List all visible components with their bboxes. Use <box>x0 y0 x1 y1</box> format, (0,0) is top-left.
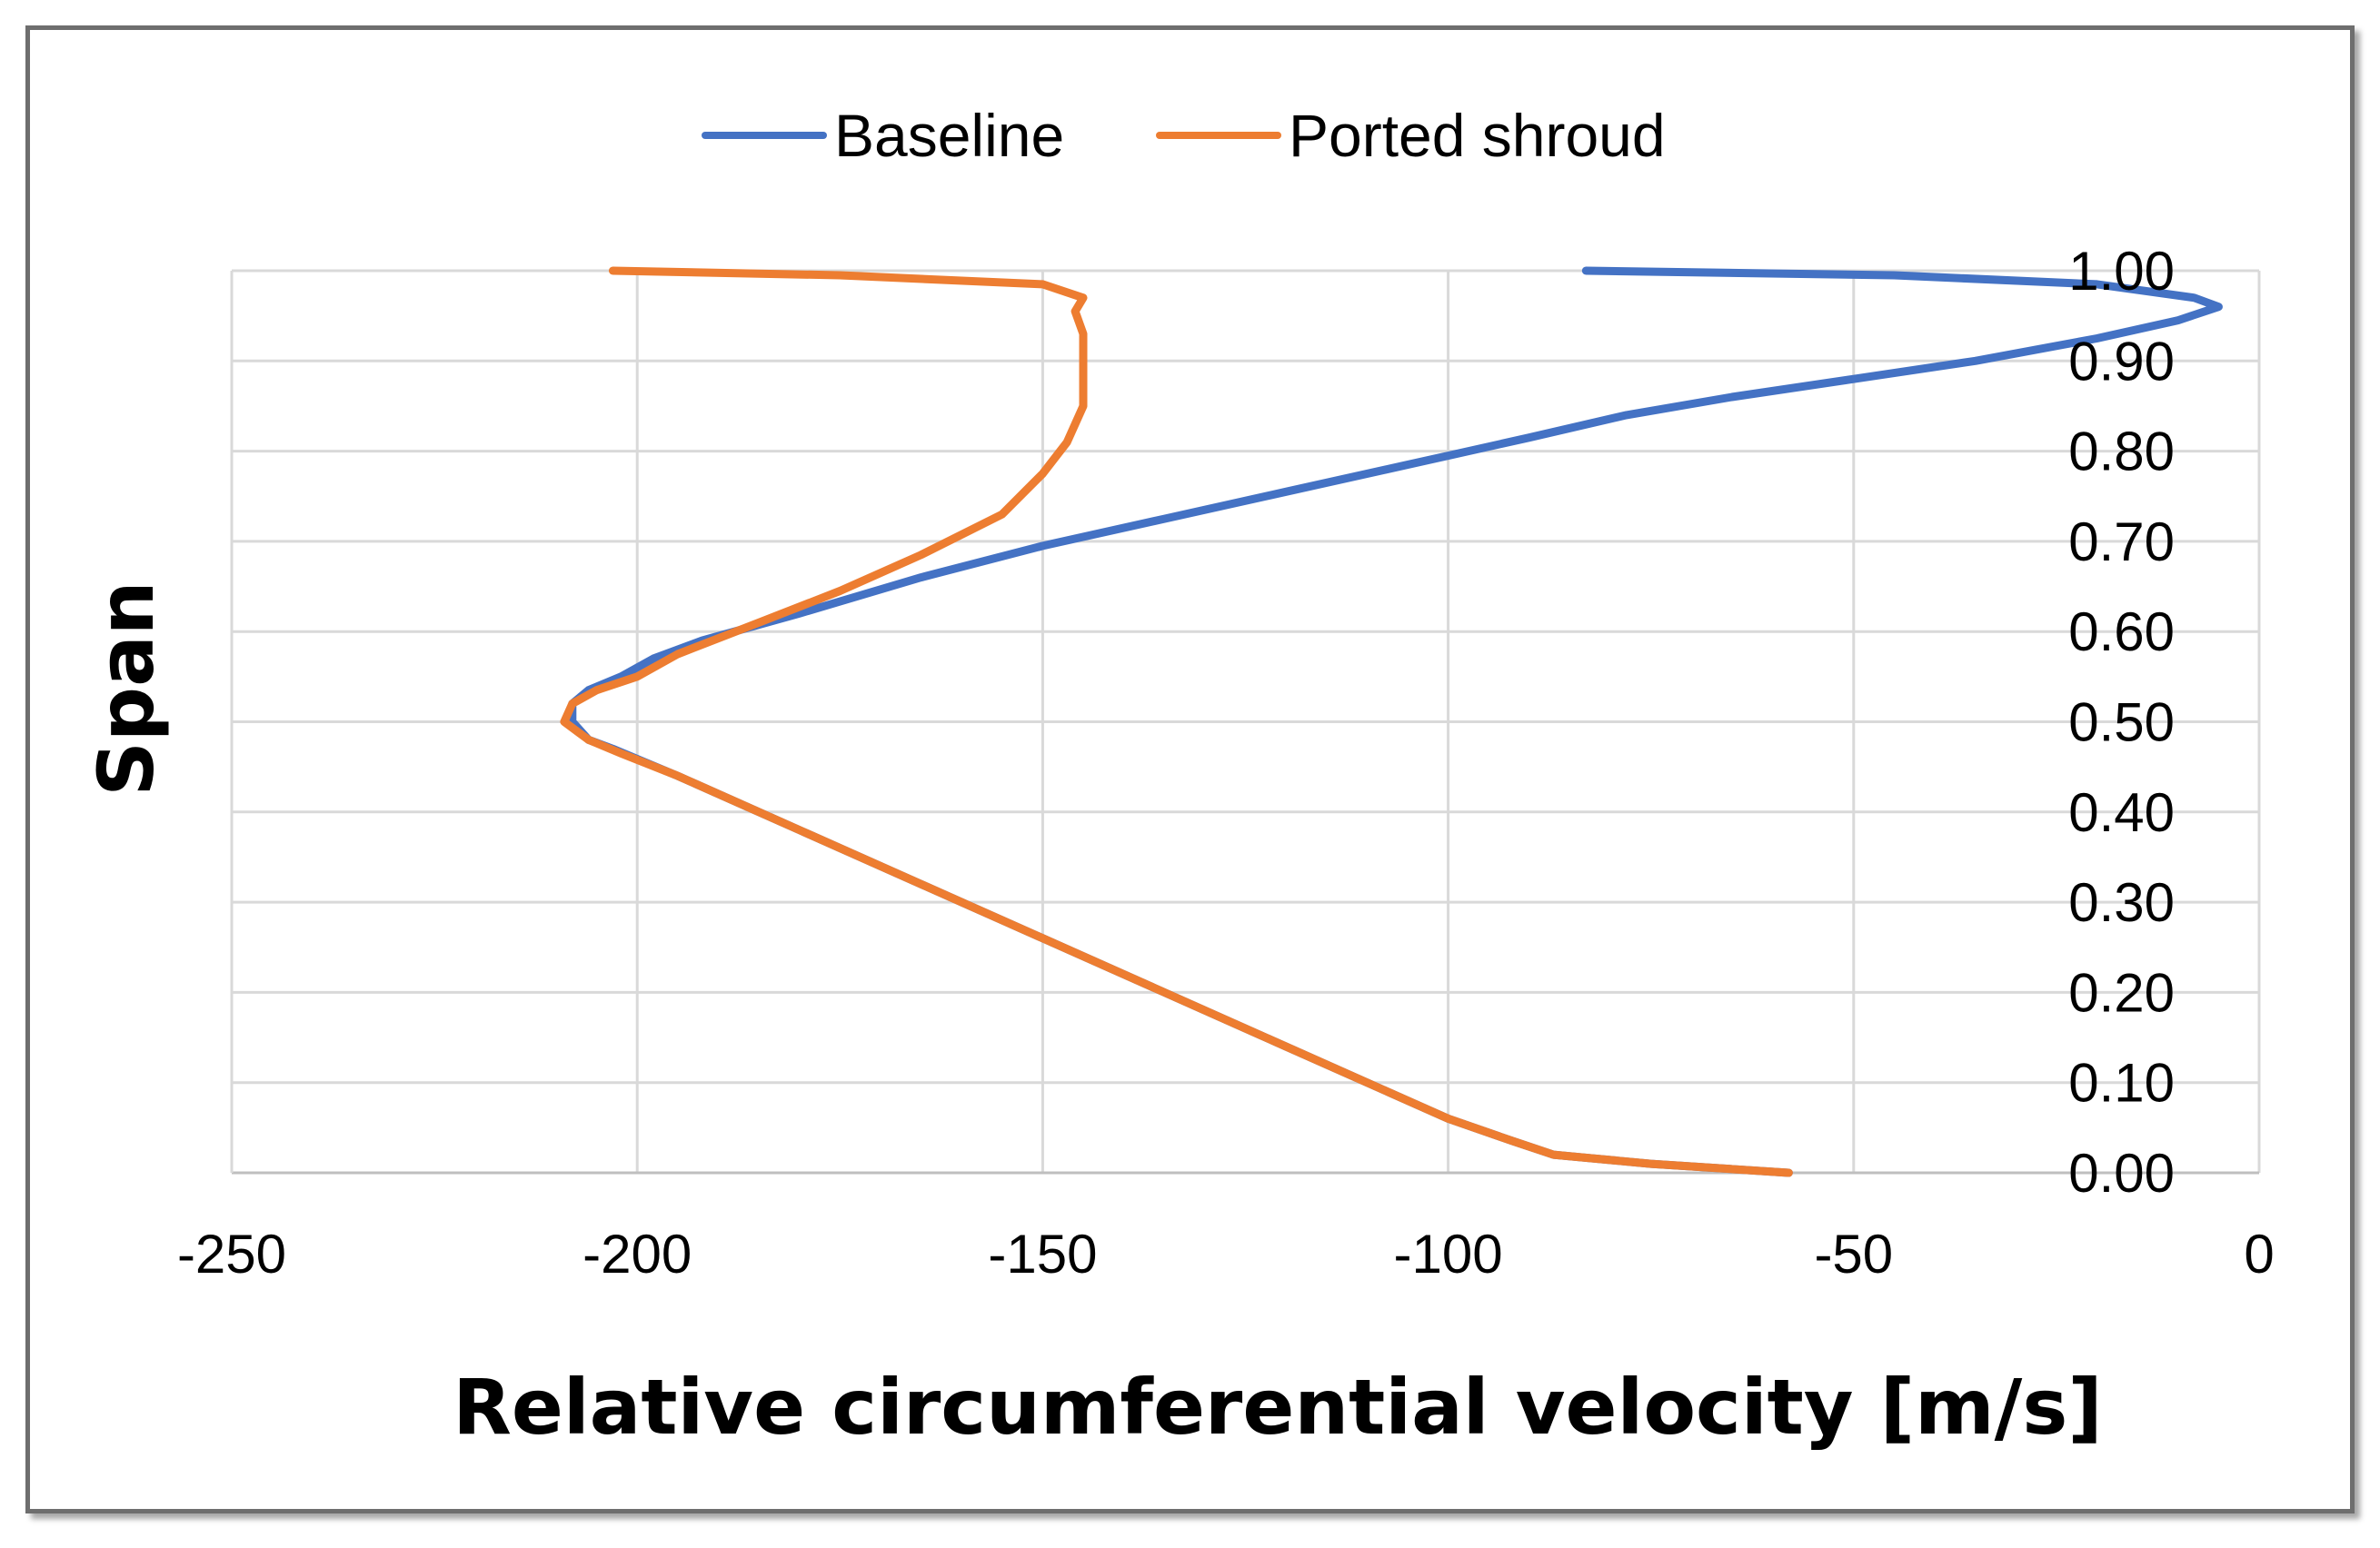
x-tick-label: -250 <box>177 1224 286 1285</box>
y-tick-label: 0.80 <box>2068 422 2175 482</box>
tick-labels: -250 -200 -150 -100 -50 0 0.00 0.10 0.20 0.30 0.40… <box>177 241 2275 1285</box>
axes <box>230 271 2259 1175</box>
x-tick-label: -100 <box>1394 1224 1503 1285</box>
legend-label-baseline: Baseline <box>834 102 1064 169</box>
x-tick-label: -50 <box>1814 1224 1893 1285</box>
y-tick-label: 0.00 <box>2068 1143 2175 1204</box>
chart: -250 -200 -150 -100 -50 0 0.00 0.10 0.20 0.30 0.40… <box>82 102 2275 1452</box>
legend: Baseline Ported shroud <box>702 102 1666 169</box>
y-tick-label: 0.10 <box>2068 1053 2175 1114</box>
y-axis-title: Span <box>82 580 171 796</box>
x-tick-label: -150 <box>988 1224 1097 1285</box>
x-tick-label: -200 <box>583 1224 692 1285</box>
y-tick-label: 0.40 <box>2068 782 2175 843</box>
y-tick-label: 0.70 <box>2068 511 2175 572</box>
chart-frame: -250 -200 -150 -100 -50 0 0.00 0.10 0.20 0.30 0.40… <box>25 25 2355 1513</box>
series-line-ported-shroud <box>560 266 1793 1177</box>
y-tick-label: 0.60 <box>2068 601 2175 662</box>
x-axis-title: Relative circumferential velocity [m/s] <box>453 1363 2103 1452</box>
legend-label-ported-shroud: Ported shroud <box>1289 102 1666 169</box>
y-tick-label: 0.90 <box>2068 331 2175 392</box>
y-tick-label: 0.30 <box>2068 872 2175 933</box>
series-lines <box>560 266 2223 1177</box>
y-tick-label: 0.50 <box>2068 692 2175 753</box>
y-tick-label: 0.20 <box>2068 962 2175 1023</box>
y-tick-label: 1.00 <box>2068 241 2175 302</box>
x-tick-label: 0 <box>2244 1224 2274 1285</box>
grid <box>232 269 2261 1173</box>
